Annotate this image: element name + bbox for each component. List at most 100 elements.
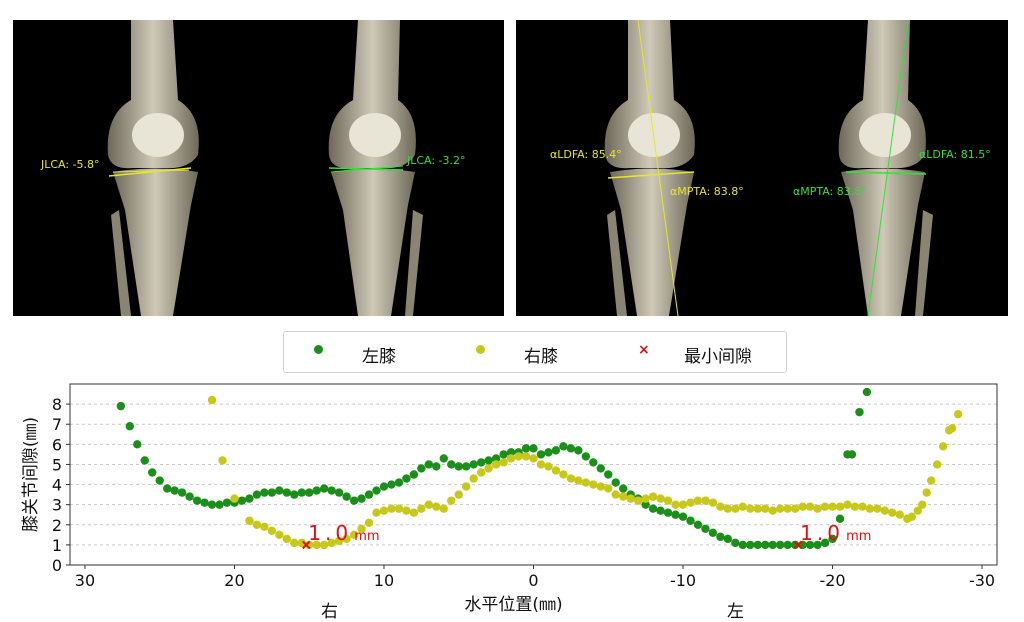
knee-xray-axes-illustration	[516, 20, 1008, 316]
right-knee-point	[440, 504, 448, 512]
left-knee-point	[597, 464, 605, 472]
left-knee-point	[484, 456, 492, 464]
right-knee-point	[933, 460, 941, 468]
right-knee-point	[873, 504, 881, 512]
left-knee-point	[724, 535, 732, 543]
left-knee-point	[529, 444, 537, 452]
jlca-left-annotation: JLCA: -3.2°	[407, 154, 466, 167]
left-knee-point	[544, 448, 552, 456]
left-knee-point	[395, 478, 403, 486]
right-knee-point	[701, 496, 709, 504]
right-knee-point	[455, 490, 463, 498]
y-tick-label: 2	[52, 516, 62, 535]
right-knee-point	[821, 502, 829, 510]
x-tick-label: 30	[75, 571, 95, 590]
left-knee-point	[410, 470, 418, 478]
left-knee-point	[402, 474, 410, 482]
right-knee-point	[275, 531, 283, 539]
left-knee-point	[589, 458, 597, 466]
x-axis-label: 水平位置(㎜)	[464, 595, 562, 615]
right-knee-point	[927, 476, 935, 484]
left-knee-point	[746, 541, 754, 549]
right-knee-point	[866, 504, 874, 512]
bottom-label-right: 右	[321, 597, 338, 622]
left-knee-point	[537, 450, 545, 458]
x-tick-label: -10	[670, 571, 696, 590]
right-knee-point	[918, 500, 926, 508]
joint-gap-scatter-chart: 01234567830 20 10 0 -10 -20 -30水平位置(㎜)膝关节间隙(㎜)…	[0, 375, 1024, 621]
right-knee-point	[908, 513, 916, 521]
left-knee-point	[649, 504, 657, 512]
right-knee-point	[544, 462, 552, 470]
y-tick-label: 6	[52, 435, 62, 454]
left-knee-point	[245, 494, 253, 502]
right-knee-point	[686, 498, 694, 506]
right-knee-point	[290, 539, 298, 547]
left-knee-point	[425, 460, 433, 468]
left-knee-point	[163, 484, 171, 492]
right-knee-point	[447, 496, 455, 504]
right-knee-point	[574, 476, 582, 484]
left-knee-point	[709, 529, 717, 537]
right-knee-point	[813, 504, 821, 512]
xray-panel-jlca: JLCA: -5.8° JLCA: -3.2°	[13, 20, 504, 316]
left-knee-point	[567, 444, 575, 452]
right-knee-point	[843, 500, 851, 508]
right-knee-point	[372, 509, 380, 517]
right-knee-point	[612, 490, 620, 498]
right-knee-point	[514, 452, 522, 460]
right-knee-point	[559, 470, 567, 478]
left-knee-point	[739, 541, 747, 549]
left-knee-point	[223, 498, 231, 506]
right-knee-point	[731, 504, 739, 512]
right-knee-point	[634, 496, 642, 504]
legend-label-left-knee: 左膝	[362, 342, 396, 367]
right-knee-point	[746, 504, 754, 512]
right-knee-point	[783, 504, 791, 512]
right-knee-point	[507, 454, 515, 462]
right-knee-point	[402, 507, 410, 515]
left-knee-point	[170, 486, 178, 494]
y-axis-label: 膝关节间隙(㎜)	[21, 417, 41, 532]
left-knee-point	[469, 460, 477, 468]
right-knee-point	[208, 396, 216, 404]
right-knee-point	[769, 507, 777, 515]
left-knee-point	[193, 496, 201, 504]
left-knee-point	[522, 444, 530, 452]
left-knee-point	[612, 478, 620, 486]
x-tick-label: 20	[224, 571, 244, 590]
left-knee-point	[716, 533, 724, 541]
right-knee-point	[761, 504, 769, 512]
x-tick-label: 0	[528, 571, 538, 590]
right-knee-point	[776, 504, 784, 512]
right-knee-point	[432, 502, 440, 510]
left-knee-point	[769, 541, 777, 549]
left-knee-point	[200, 498, 208, 506]
right-knee-point	[619, 492, 627, 500]
x-tick-label: 10	[374, 571, 394, 590]
right-knee-point	[380, 507, 388, 515]
x-tick-label: -30	[969, 571, 995, 590]
right-knee-point	[537, 460, 545, 468]
left-knee-point	[268, 488, 276, 496]
right-knee-point	[896, 511, 904, 519]
left-knee-point	[365, 490, 373, 498]
right-knee-point	[791, 504, 799, 512]
right-knee-point	[836, 502, 844, 510]
left-knee-point	[582, 452, 590, 460]
left-knee-point	[499, 450, 507, 458]
left-knee-point	[350, 496, 358, 504]
left-knee-point	[141, 456, 149, 464]
jlca-right-annotation: JLCA: -5.8°	[41, 158, 100, 171]
right-knee-point	[679, 500, 687, 508]
left-knee-point	[253, 490, 261, 498]
right-knee-point	[589, 480, 597, 488]
left-knee-point	[313, 486, 321, 494]
left-knee-point	[320, 484, 328, 492]
left-knee-point	[477, 458, 485, 466]
y-tick-label: 4	[52, 476, 62, 495]
left-knee-point	[380, 482, 388, 490]
right-knee-point	[656, 494, 664, 502]
left-knee-point	[440, 454, 448, 462]
right-knee-point	[218, 456, 226, 464]
